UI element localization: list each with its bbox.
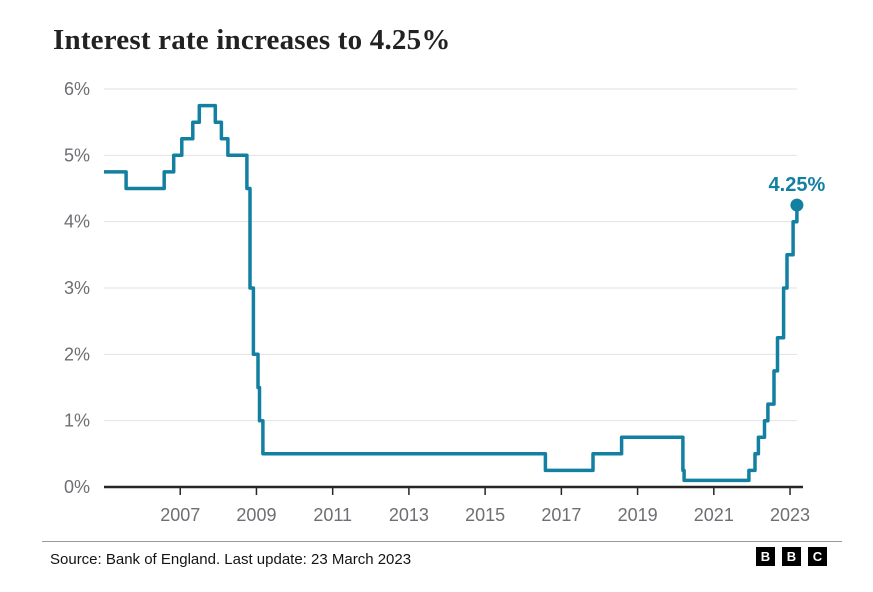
current-rate-annotation: 4.25% [769,174,826,196]
end-point-marker [790,198,804,212]
bbc-logo-letter: B [756,547,775,566]
x-axis-label: 2009 [236,505,276,525]
source-text: Source: Bank of England. Last update: 23… [50,551,412,568]
x-axis-label: 2023 [770,505,810,525]
x-axis-label: 2011 [313,505,352,525]
x-axis-label: 2015 [465,505,505,525]
rate-line [104,103,799,483]
y-axis-label: 5% [64,145,90,165]
x-axis-label: 2007 [160,505,200,525]
bbc-logo: B B C [756,547,827,566]
interest-rate-chart: 0% 1% 2% 3% 4% 5% 6% 2007 2009 2011 2013 2015 2017 20… [64,79,826,525]
y-axis-label: 2% [64,344,90,364]
x-axis-label: 2013 [389,505,429,525]
bbc-logo-letter: C [808,547,827,566]
y-axis-label: 4% [64,212,90,232]
x-axis-label: 2017 [541,505,581,525]
x-axis-label: 2019 [618,505,658,525]
y-axis-label: 3% [64,278,90,298]
footer-divider [42,541,842,542]
y-axis-label: 0% [64,477,90,497]
chart-title: Interest rate increases to 4.25% [53,24,451,56]
x-axis-label: 2021 [694,505,734,525]
y-axis-label: 6% [64,79,90,99]
bbc-logo-letter: B [782,547,801,566]
y-axis-label: 1% [64,411,90,431]
